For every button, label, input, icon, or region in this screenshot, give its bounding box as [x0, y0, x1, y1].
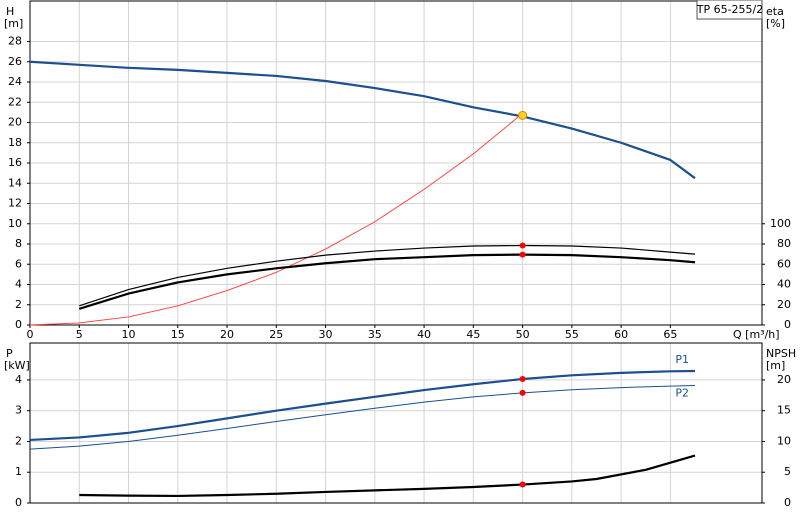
x-tick-label: 20	[220, 328, 234, 341]
plot-frame	[29, 342, 763, 504]
x-tick-label: 65	[663, 328, 677, 341]
series-line	[79, 244, 696, 307]
y2-tick-label: 5	[784, 465, 791, 478]
y-tick-label: 24	[8, 75, 22, 88]
series-line	[29, 60, 696, 180]
x-tick-label: 15	[171, 328, 185, 341]
y2-axis-unit: [%]	[766, 17, 785, 30]
series-line	[78, 253, 696, 310]
y-tick-label: 22	[8, 95, 22, 108]
x-tick-label: 0	[27, 328, 34, 341]
x-tick-label: 10	[122, 328, 136, 341]
y-tick-label: 4	[15, 278, 22, 291]
series-line	[29, 369, 696, 442]
y-tick-label: 16	[8, 156, 22, 169]
y2-axis-label: NPSH	[766, 347, 796, 360]
y-tick-label: 12	[8, 197, 22, 210]
series-line	[29, 384, 696, 450]
y2-tick-label: 10	[777, 434, 791, 447]
y-tick-label: 0	[15, 496, 22, 509]
series-line	[79, 454, 696, 498]
chart-title: TP 65-255/2	[696, 3, 764, 16]
series-line	[29, 113, 523, 326]
y-axis-unit: [kW]	[4, 359, 30, 372]
y2-tick-label: 60	[777, 257, 791, 270]
y-tick-label: 28	[8, 35, 22, 48]
duty-point	[519, 376, 526, 382]
y2-tick-label: 0	[784, 318, 791, 331]
x-tick-label: 45	[466, 328, 480, 341]
y-tick-label: 0	[15, 318, 22, 331]
y2-tick-label: 15	[777, 404, 791, 417]
y-tick-label: 2	[15, 434, 22, 447]
x-tick-label: 55	[565, 328, 579, 341]
x-tick-label: 25	[269, 328, 283, 341]
y-tick-label: 26	[8, 55, 22, 68]
y-axis-unit: [m]	[4, 17, 23, 30]
y2-tick-label: 80	[777, 237, 791, 250]
x-tick-label: 60	[614, 328, 628, 341]
duty-point	[519, 242, 526, 249]
y2-tick-label: 0	[784, 496, 791, 509]
y-axis-label: P	[6, 347, 13, 360]
x-tick-label: 30	[319, 328, 333, 341]
y-tick-label: 2	[15, 298, 22, 311]
x-tick-label: 35	[368, 328, 382, 341]
y-tick-label: 4	[15, 373, 22, 386]
y-tick-label: 1	[15, 465, 22, 478]
x-tick-label: 50	[516, 328, 530, 341]
duty-point	[519, 481, 526, 488]
x-tick-label: 5	[76, 328, 83, 341]
y-axis-label: H	[6, 5, 14, 18]
series-label: P1	[675, 353, 689, 366]
y2-tick-label: 20	[777, 298, 791, 311]
y-tick-label: 20	[8, 116, 22, 129]
y2-tick-label: 100	[770, 217, 791, 230]
y-tick-label: 8	[15, 237, 22, 250]
y-tick-label: 14	[8, 176, 22, 189]
y2-tick-label: 40	[777, 278, 791, 291]
y-tick-label: 10	[8, 217, 22, 230]
x-tick-label: 40	[417, 328, 431, 341]
y2-axis-label: eta	[766, 5, 784, 18]
y-tick-label: 6	[15, 257, 22, 270]
y-tick-label: 3	[15, 404, 22, 417]
x-axis-label: Q [m³/h]	[733, 328, 780, 341]
series-label: P2	[675, 386, 689, 399]
duty-point	[519, 389, 526, 396]
y-tick-label: 18	[8, 136, 22, 149]
duty-point	[518, 110, 528, 120]
title-box	[696, 0, 763, 20]
y2-tick-label: 20	[777, 373, 791, 386]
duty-point	[519, 251, 526, 258]
y2-axis-unit: [m]	[766, 359, 785, 372]
